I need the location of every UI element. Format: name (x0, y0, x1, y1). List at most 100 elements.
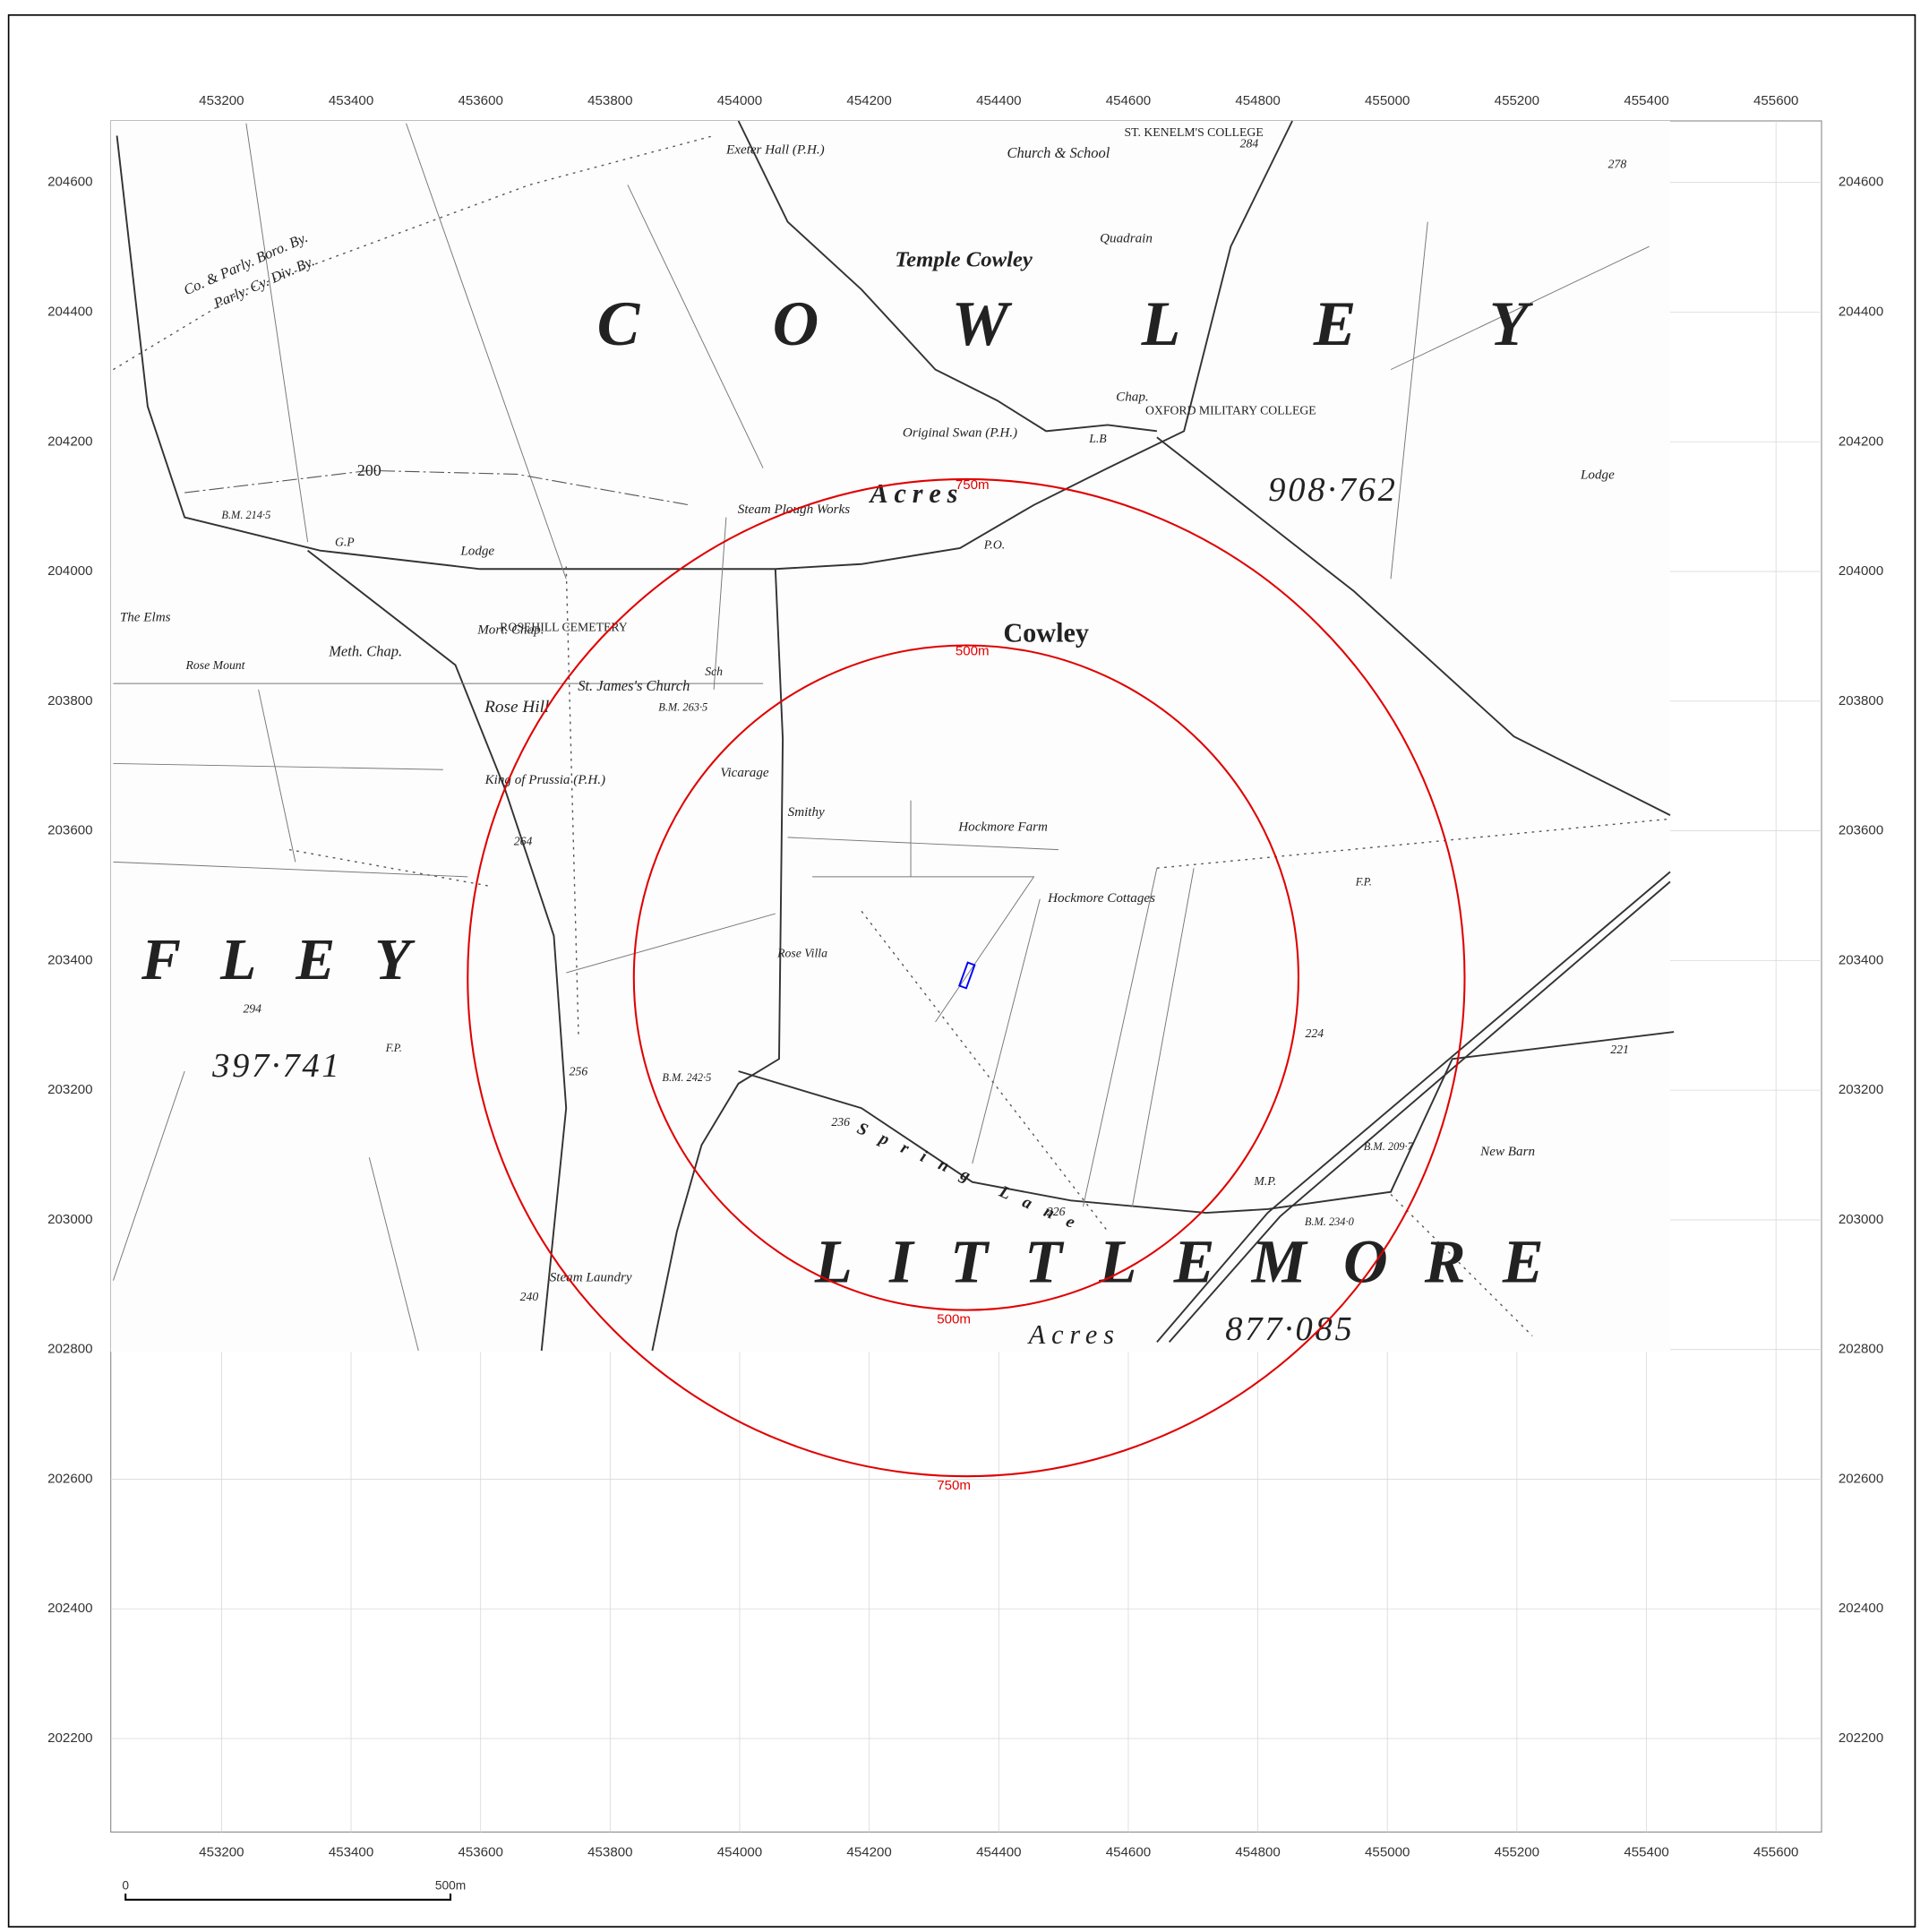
place-label: 224 (1306, 1026, 1324, 1040)
road (307, 549, 568, 1352)
y-tick-label: 202800 (1839, 1342, 1883, 1357)
place-label: 294 (243, 1001, 261, 1015)
x-tick-label: 453600 (458, 93, 502, 108)
place-label: Quadrain (1100, 231, 1153, 245)
place-label: Acres (868, 478, 964, 509)
road (651, 569, 784, 1352)
place-label: New Barn (1479, 1145, 1535, 1159)
road (1156, 436, 1671, 817)
x-tick-label: 455000 (1365, 1845, 1410, 1860)
y-tick-label: 202600 (1839, 1471, 1883, 1486)
place-label: B.M. 242·5 (662, 1071, 711, 1084)
x-tick-label: 454600 (1106, 93, 1151, 108)
place-label: Steam Laundry (550, 1270, 632, 1284)
x-tick-label: 455600 (1753, 1845, 1798, 1860)
y-tick-label: 204600 (47, 175, 92, 190)
place-label: COWLEY (597, 288, 1661, 359)
y-tick-label: 202200 (1839, 1730, 1883, 1746)
x-tick-label: 455400 (1624, 93, 1668, 108)
y-tick-label: 204200 (47, 434, 92, 449)
y-tick-label: 203200 (47, 1082, 92, 1097)
buffer-label: 500m (956, 643, 990, 658)
y-tick-label: 203600 (47, 823, 92, 838)
place-label: Lodge (1580, 468, 1615, 482)
historic-map (110, 120, 1675, 1352)
place-label: 256 (570, 1065, 588, 1078)
place-label: B.M. 209·7 (1364, 1140, 1414, 1153)
scale-bar-label: 0 (122, 1878, 129, 1892)
x-tick-label: 454400 (976, 93, 1021, 108)
place-label: Hockmore Cottages (1047, 891, 1155, 906)
place-label: ROSEHILL CEMETERY (500, 620, 628, 633)
road (116, 120, 1293, 571)
place-label: St. James's Church (578, 677, 690, 694)
place-label: Church & School (1007, 144, 1110, 161)
x-tick-label: 455000 (1365, 93, 1410, 108)
buffers: 750m 750m 500m 500m (467, 477, 1466, 1493)
y-tick-label: 203400 (1839, 952, 1883, 967)
x-tick-label: 454400 (976, 1845, 1021, 1860)
y-tick-label: 203600 (1839, 823, 1883, 838)
place-label: Temple Cowley (895, 247, 1033, 271)
y-tick-label: 204000 (47, 563, 92, 579)
y-tick-label: 203400 (47, 952, 92, 967)
place-label: Exeter Hall (P.H.) (725, 142, 825, 157)
x-tick-label: 455200 (1495, 1845, 1539, 1860)
place-label: Original Swan (P.H.) (903, 426, 1017, 441)
x-tick-label: 454000 (717, 1845, 762, 1860)
road (738, 1031, 1675, 1215)
field-boundary (112, 123, 1650, 1352)
buffer-label: 750m (937, 1478, 971, 1493)
buffer-label: 750m (956, 477, 990, 493)
y-tick-label: 203000 (1839, 1212, 1883, 1227)
y-tick-label: 204000 (1839, 563, 1883, 579)
place-label: Hockmore Farm (957, 820, 1048, 834)
place-label: ST. KENELM'S COLLEGE (1125, 125, 1264, 139)
site-boundary (958, 961, 976, 990)
place-label: Rose Villa (776, 947, 827, 960)
y-tick-label: 202400 (47, 1601, 92, 1616)
buffer-label: 500m (937, 1312, 971, 1327)
place-label: 200 (357, 461, 381, 479)
place-label: Sch (705, 665, 723, 678)
place-label: 221 (1610, 1043, 1629, 1056)
place-label: 240 (520, 1290, 539, 1303)
place-label: Lodge (459, 544, 494, 558)
x-tick-label: 453200 (199, 93, 244, 108)
place-label: Rose Mount (185, 658, 246, 672)
road (737, 120, 1158, 433)
x-tick-label: 454200 (846, 93, 891, 108)
x-tick-label: 455400 (1624, 1845, 1668, 1860)
map-tile (110, 121, 1671, 1352)
place-label: 908·762 (1268, 471, 1397, 509)
place-label: M.P. (1253, 1174, 1276, 1188)
x-tick-label: 453400 (329, 1845, 373, 1860)
x-tick-label: 455200 (1495, 93, 1539, 108)
y-tick-label: 203800 (1839, 693, 1883, 708)
place-label: Chap. (1116, 391, 1149, 405)
place-label: P.O. (983, 537, 1005, 551)
x-tick-label: 453400 (329, 93, 373, 108)
contour (184, 469, 690, 506)
x-tick-label: 454200 (846, 1845, 891, 1860)
place-label: 236 (831, 1115, 850, 1129)
scale-bar-label: 500m (435, 1878, 466, 1892)
x-tick-label: 454800 (1235, 93, 1280, 108)
place-label: The Elms (120, 611, 171, 625)
place-label: Cowley (1003, 617, 1089, 648)
x-tick-label: 453200 (199, 1845, 244, 1860)
scale-bar: 0 500m (122, 1878, 466, 1901)
y-tick-label: 202600 (47, 1471, 92, 1486)
y-tick-label: 204200 (1839, 434, 1883, 449)
place-label: B.M. 263·5 (658, 700, 707, 713)
place-label: B.M. 234·0 (1305, 1215, 1355, 1228)
y-tick-label: 203000 (47, 1212, 92, 1227)
place-label: Rose Hill (484, 698, 549, 717)
buffer-ring (632, 644, 1299, 1311)
buffer-ring (467, 477, 1466, 1478)
place-label: Acres (1027, 1319, 1120, 1350)
y-tick-label: 204400 (1839, 304, 1883, 319)
place-label: Smithy (788, 805, 825, 820)
